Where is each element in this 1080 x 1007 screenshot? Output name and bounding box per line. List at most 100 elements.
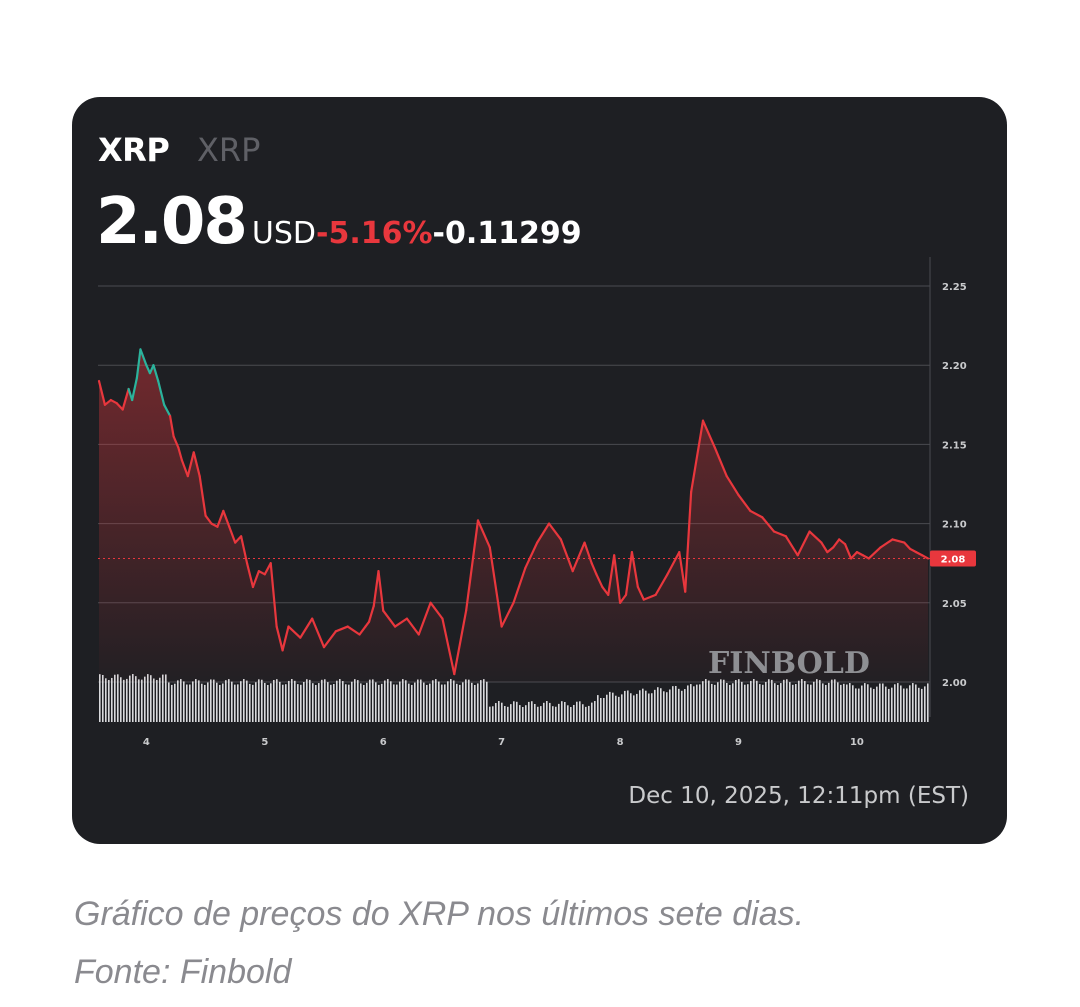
timestamp: Dec 10, 2025, 12:11pm (EST) [628, 783, 969, 809]
price-line-segment [429, 601, 444, 620]
volume-bar [222, 683, 224, 722]
price-line-segment [275, 625, 284, 652]
volume-bar [462, 682, 464, 722]
volume-bar [192, 681, 194, 722]
volume-bar [351, 681, 353, 722]
volume-bar [237, 684, 239, 722]
price-line-segment [115, 402, 124, 411]
volume-bar [246, 680, 248, 722]
volume-bar [858, 688, 860, 722]
volume-bar [369, 679, 371, 722]
volume-bar [255, 682, 257, 722]
y-tick-label: 2.20 [942, 361, 967, 372]
volume-bar [273, 679, 275, 722]
finbold-watermark: FINBOLD [708, 646, 870, 681]
volume-bar [915, 684, 917, 722]
volume-bar [834, 679, 836, 722]
volume-bar [384, 680, 386, 722]
volume-bar [900, 685, 902, 722]
volume-bar [291, 679, 293, 722]
volume-bar [909, 685, 911, 722]
y-tick-label: 2.15 [942, 440, 967, 451]
price-line-segment [358, 625, 367, 636]
price-line-segment [234, 535, 243, 544]
volume-bar [912, 683, 914, 722]
volume-bar [891, 687, 893, 722]
volume-bar [408, 683, 410, 722]
volume-bar [198, 680, 200, 722]
volume-bar [249, 683, 251, 722]
volume-bar [615, 695, 617, 722]
change-percent: -5.16% [316, 216, 433, 251]
volume-bar [525, 705, 527, 722]
volume-bar [111, 677, 113, 722]
volume-bar [747, 684, 749, 722]
price-line-segment [512, 566, 527, 604]
price-line-segment [849, 551, 859, 560]
volume-bar [864, 683, 866, 722]
price-line-segment [488, 546, 503, 628]
price-line-segment [204, 514, 213, 525]
volume-bar [792, 684, 794, 722]
volume-bar [471, 682, 473, 722]
price-line-segment [701, 419, 716, 449]
volume-bar [702, 681, 704, 722]
change-absolute: -0.11299 [432, 216, 582, 251]
volume-bar [756, 680, 758, 722]
price-line-segment [441, 617, 456, 676]
volume-bar [288, 680, 290, 722]
y-tick-label: 2.25 [942, 282, 967, 293]
volume-bar [489, 706, 491, 722]
price-line-segment [547, 522, 562, 541]
volume-bar [531, 701, 533, 722]
volume-bar [696, 684, 698, 722]
volume-bar [555, 706, 557, 722]
volume-bar [378, 684, 380, 722]
volume-bar [315, 684, 317, 722]
volume-bar [735, 679, 737, 722]
volume-bar [762, 684, 764, 722]
price-line-segment [559, 538, 574, 573]
volume-bar [849, 683, 851, 722]
volume-bar [372, 679, 374, 722]
symbol-name: XRP [197, 131, 261, 169]
volume-bar [729, 684, 731, 722]
volume-bar [195, 679, 197, 722]
volume-bar [300, 684, 302, 722]
volume-bar [153, 678, 155, 722]
price-line-segment [311, 617, 326, 649]
price-line-segment [382, 609, 397, 628]
volume-bar [114, 674, 116, 722]
price-line-segment [135, 348, 142, 379]
price-line-segment [299, 617, 314, 639]
volume-bar [606, 694, 608, 722]
volume-bar [168, 682, 170, 722]
volume-bar [420, 679, 422, 722]
volume-bar [648, 693, 650, 722]
price-line-segment [180, 459, 189, 478]
price-line-segment [536, 522, 551, 544]
volume-bar [405, 680, 407, 722]
volume-bar [261, 679, 263, 722]
price-line-segment [216, 509, 225, 528]
volume-bar [771, 679, 773, 722]
volume-bar [144, 676, 146, 722]
volume-bar [564, 701, 566, 722]
volume-bar [252, 684, 254, 722]
price-line-segment [749, 509, 764, 519]
price-line-segment [163, 403, 172, 417]
volume-bar [519, 705, 521, 722]
volume-bar [786, 679, 788, 722]
volume-bar [450, 679, 452, 722]
volume-bar [711, 683, 713, 722]
price-line-segment [372, 570, 380, 608]
price-line-segment [186, 451, 195, 478]
volume-bar [132, 674, 134, 722]
price-line-segment [636, 585, 645, 601]
volume-bar [846, 684, 848, 722]
volume-bar [156, 679, 158, 722]
caption-line-2: Fonte: Finbold [74, 953, 292, 991]
y-tick-label: 2.00 [942, 678, 967, 689]
volume-bar [867, 684, 869, 722]
volume-bar [897, 683, 899, 722]
